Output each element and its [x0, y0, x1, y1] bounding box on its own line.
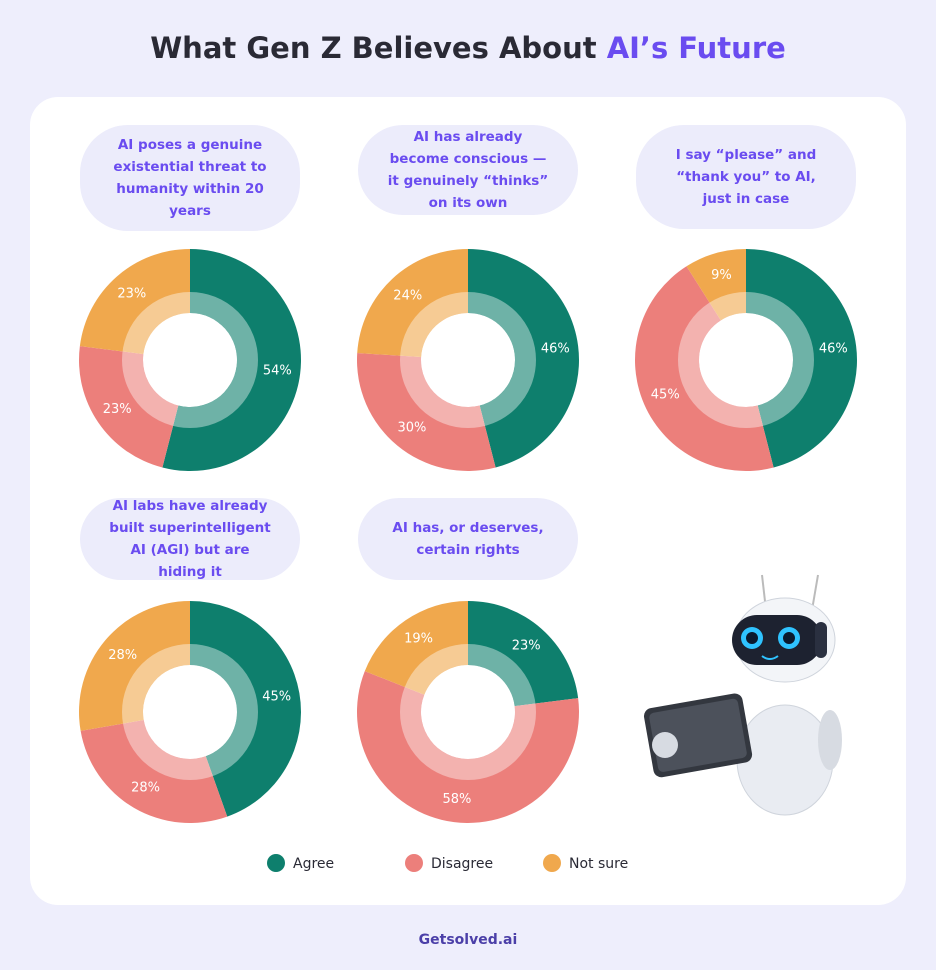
value-label: 9% — [711, 268, 732, 283]
value-label: 46% — [541, 341, 570, 356]
donut-segment — [79, 346, 179, 468]
donut-segment — [190, 601, 301, 817]
donut: 45% 28% 28% — [78, 601, 301, 824]
robot — [643, 574, 842, 816]
legend-label: Disagree — [431, 856, 493, 872]
donut: 23% 58% 19% — [357, 601, 579, 823]
donut-segment — [468, 601, 579, 707]
value-label: 28% — [131, 780, 160, 795]
value-label: 24% — [393, 288, 422, 303]
value-label: 45% — [262, 690, 291, 705]
question-bubble: I say “please” and “thank you” to AI, ju… — [636, 125, 856, 229]
donut: 54% 23% 23% — [79, 249, 301, 471]
legend-label: Agree — [293, 856, 334, 872]
legend-swatch — [405, 854, 423, 872]
value-label: 46% — [819, 341, 848, 356]
footer-brand: Getsolved.ai — [419, 932, 518, 948]
donut-segment — [686, 249, 746, 321]
legend-swatch — [543, 854, 561, 872]
donut: 46% 30% 24% — [357, 249, 579, 471]
value-label: 23% — [117, 286, 146, 301]
donut-segment — [635, 266, 774, 471]
page-title: What Gen Z Believes About AI’s Future — [150, 31, 786, 65]
value-label: 30% — [397, 420, 426, 435]
question-bubble: AI labs have already built superintellig… — [80, 498, 300, 580]
donut-segment — [468, 249, 579, 468]
value-label: 23% — [512, 638, 541, 653]
title-highlight: AI’s Future — [607, 31, 786, 65]
donut-segment — [80, 720, 228, 824]
question-bubble: AI poses a genuine existential threat to… — [80, 125, 300, 231]
donut-segment — [357, 249, 468, 358]
value-label: 19% — [404, 632, 433, 647]
inner-tint — [400, 644, 536, 780]
legend-swatch — [267, 854, 285, 872]
donut: 46% 45% 9% — [635, 249, 857, 471]
donut-segment — [357, 671, 579, 823]
title-main: What Gen Z Believes About — [150, 31, 597, 65]
donut-segment — [364, 601, 468, 695]
value-label: 45% — [651, 387, 680, 402]
legend-label: Not sure — [569, 856, 628, 872]
value-label: 28% — [108, 648, 137, 663]
inner-tint — [122, 292, 258, 428]
inner-tint — [400, 292, 536, 428]
value-label: 58% — [443, 792, 472, 807]
donut-segment — [79, 249, 190, 355]
donut-segment — [78, 601, 190, 731]
donut-segment — [162, 249, 301, 471]
value-label: 23% — [103, 402, 132, 417]
inner-tint — [678, 292, 814, 428]
donut-segment — [746, 249, 857, 468]
question-bubble: AI has, or deserves, certain rights — [358, 498, 578, 580]
value-label: 54% — [263, 364, 292, 379]
donut-segment — [357, 353, 496, 471]
inner-tint — [122, 644, 258, 780]
question-bubble: AI has already become conscious — it gen… — [358, 125, 578, 215]
